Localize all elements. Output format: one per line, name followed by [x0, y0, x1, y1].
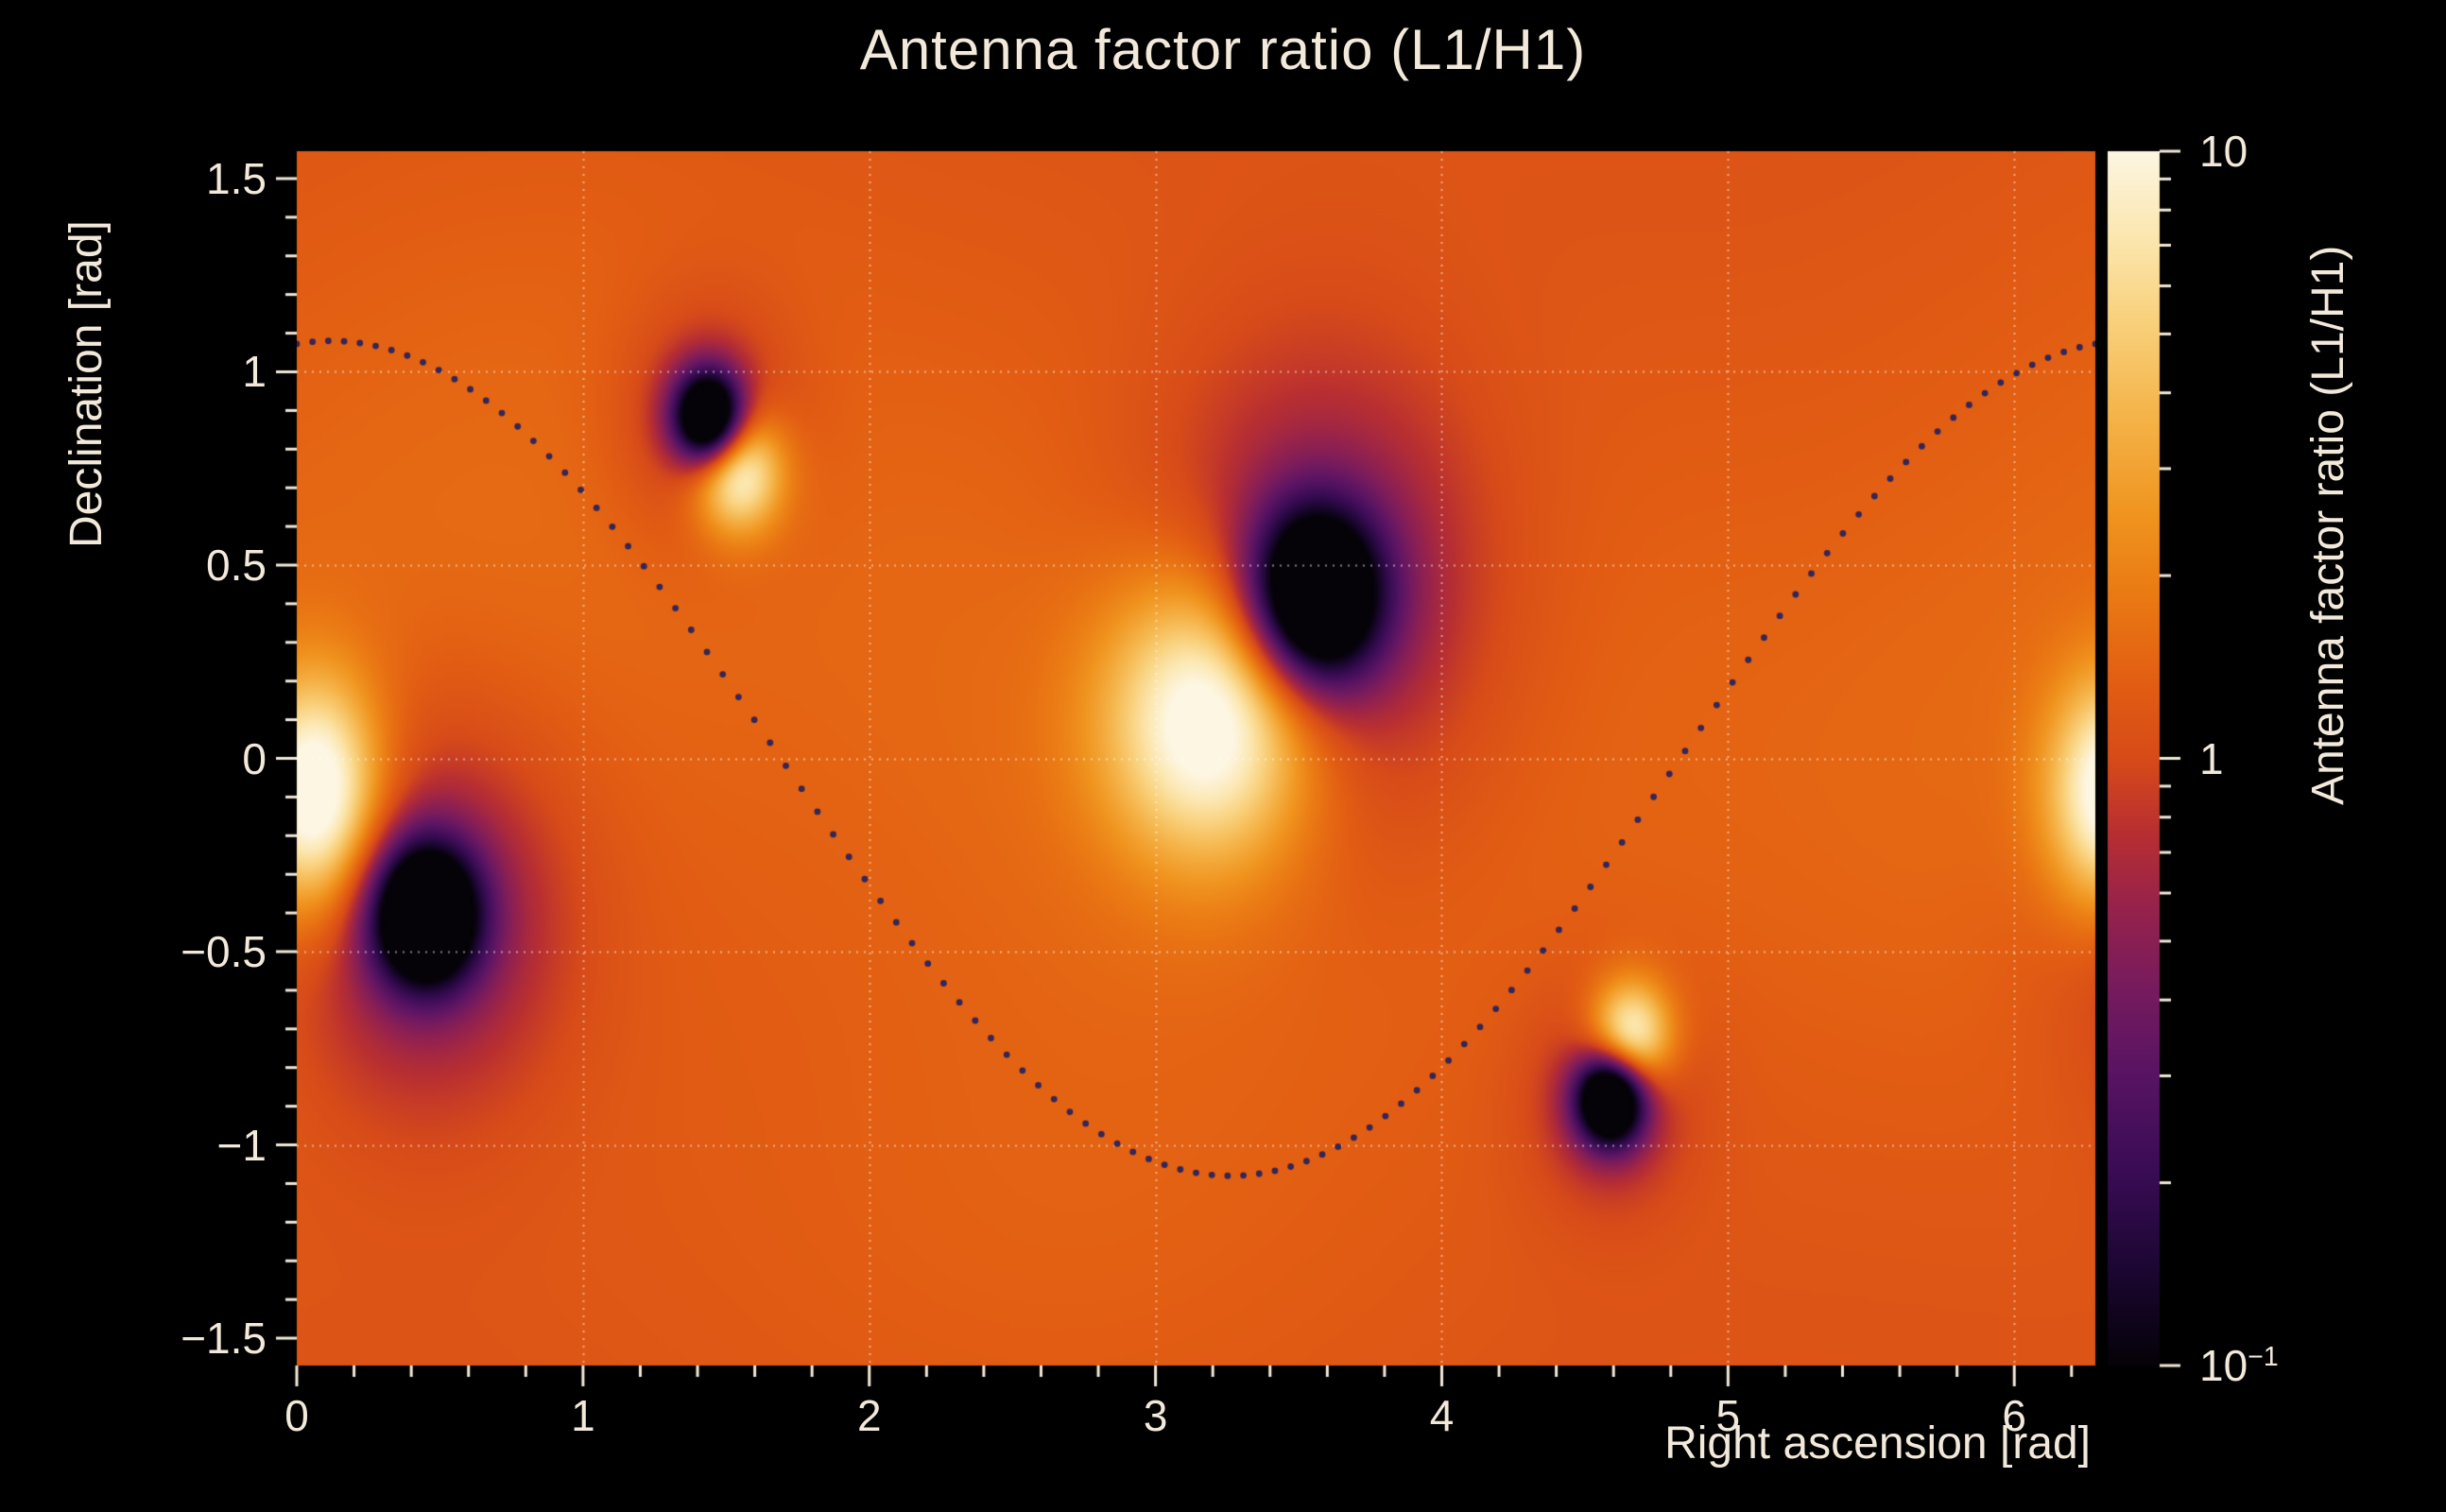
colorbar-title: Antenna factor ratio (L1/H1) — [2303, 245, 2353, 805]
x-tick-label: 1 — [571, 1391, 595, 1440]
x-tick-label: 6 — [2002, 1391, 2027, 1440]
y-tick-label: −0.5 — [181, 927, 267, 976]
y-axis-title: Declination [rad] — [61, 220, 112, 548]
x-tick-label: 5 — [1715, 1391, 1741, 1440]
colorbar-tick-label: 10 — [2199, 127, 2248, 176]
x-tick-label: 3 — [1143, 1391, 1168, 1440]
x-tick-label: 2 — [856, 1391, 882, 1440]
y-tick-label: 0 — [242, 733, 267, 783]
colorbar — [2108, 151, 2160, 1366]
x-tick-label: 4 — [1429, 1391, 1455, 1440]
y-tick-label: −1.5 — [181, 1314, 267, 1364]
y-tick-label: 1 — [242, 347, 267, 397]
y-tick-label: 1.5 — [206, 153, 267, 203]
x-tick-label: 0 — [284, 1391, 309, 1440]
chart-title: Antenna factor ratio (L1/H1) — [859, 18, 1587, 81]
y-tick-label: 0.5 — [206, 540, 267, 590]
colorbar-tick-label: 10−1 — [2199, 1341, 2279, 1391]
y-tick-label: −1 — [216, 1120, 267, 1170]
plot-area — [297, 151, 2095, 1366]
x-axis-title: Right ascension [rad] — [1664, 1418, 2091, 1469]
colorbar-tick-label: 1 — [2199, 733, 2224, 783]
